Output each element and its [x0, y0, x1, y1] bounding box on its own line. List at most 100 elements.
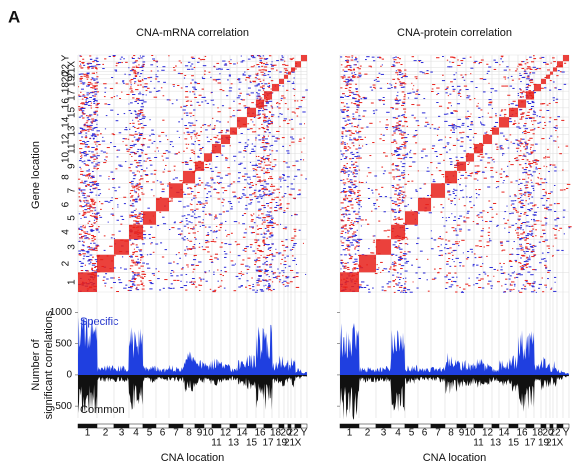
speck — [412, 161, 416, 163]
speck — [264, 105, 267, 107]
speck — [244, 208, 248, 210]
speck — [379, 57, 382, 59]
speck — [198, 277, 201, 279]
speck — [344, 199, 347, 201]
speck — [430, 90, 434, 92]
speck — [348, 224, 351, 226]
speck — [544, 191, 547, 193]
speck — [185, 96, 189, 98]
speck — [96, 141, 100, 143]
speck — [81, 192, 85, 194]
speck — [395, 102, 399, 104]
speck — [137, 57, 140, 59]
speck — [394, 126, 398, 128]
speck — [340, 153, 344, 155]
speck — [85, 102, 89, 104]
speck — [267, 129, 269, 131]
speck — [80, 170, 84, 172]
speck — [81, 110, 85, 112]
speck — [388, 172, 392, 174]
speck — [277, 268, 279, 270]
speck — [106, 147, 110, 149]
speck — [501, 191, 505, 193]
speck — [99, 133, 102, 135]
speck — [461, 239, 465, 241]
speck — [192, 130, 196, 132]
speck — [345, 156, 348, 158]
speck — [340, 202, 344, 204]
speck — [139, 250, 142, 252]
diag-block — [288, 71, 291, 75]
speck — [415, 190, 418, 192]
speck — [191, 138, 193, 140]
speck — [136, 151, 139, 153]
speck — [518, 227, 521, 229]
speck — [353, 118, 357, 120]
speck — [237, 243, 241, 245]
speck — [507, 219, 509, 221]
speck — [268, 87, 270, 89]
speck — [285, 275, 287, 277]
speck — [442, 207, 445, 209]
speck — [91, 184, 95, 186]
speck — [377, 56, 381, 58]
speck — [136, 261, 140, 263]
speck — [146, 158, 149, 160]
speck — [84, 73, 89, 75]
speck — [342, 265, 344, 267]
speck — [401, 193, 403, 195]
speck — [210, 99, 213, 101]
speck — [517, 198, 520, 200]
speck — [341, 242, 345, 244]
speck — [256, 78, 258, 80]
speck — [537, 207, 539, 209]
speck — [133, 72, 137, 74]
speck — [447, 252, 451, 254]
speck — [394, 82, 397, 84]
speck — [369, 122, 373, 124]
speck — [234, 241, 237, 243]
speck — [134, 186, 138, 188]
speck — [244, 286, 248, 288]
speck — [404, 291, 408, 293]
speck — [191, 143, 194, 145]
speck — [87, 250, 90, 252]
speck — [278, 192, 281, 194]
speck — [224, 63, 227, 65]
speck — [135, 288, 138, 290]
x-chrom-label: 13 — [228, 438, 240, 449]
speck — [90, 191, 94, 193]
speck — [245, 228, 247, 230]
speck — [545, 267, 548, 269]
speck — [214, 231, 217, 233]
speck — [399, 251, 403, 253]
speck — [86, 270, 90, 272]
speck — [398, 245, 400, 247]
speck — [232, 115, 236, 117]
speck — [258, 139, 262, 141]
speck — [544, 124, 547, 126]
speck — [201, 58, 203, 60]
speck — [129, 122, 132, 124]
speck — [355, 83, 357, 85]
speck — [404, 243, 408, 245]
speck — [268, 55, 272, 57]
speck — [84, 123, 86, 125]
speck — [525, 181, 529, 183]
speck — [354, 156, 358, 158]
speck — [352, 75, 355, 77]
speck — [92, 212, 94, 214]
speck — [138, 93, 142, 95]
speck — [185, 274, 188, 276]
speck — [92, 137, 95, 139]
speck — [400, 174, 405, 176]
speck — [371, 189, 374, 191]
speck — [260, 169, 264, 171]
speck — [85, 132, 88, 134]
speck — [475, 283, 479, 285]
speck — [210, 230, 213, 232]
speck — [352, 190, 355, 192]
speck — [380, 73, 384, 75]
speck — [283, 264, 287, 266]
speck — [347, 262, 349, 264]
